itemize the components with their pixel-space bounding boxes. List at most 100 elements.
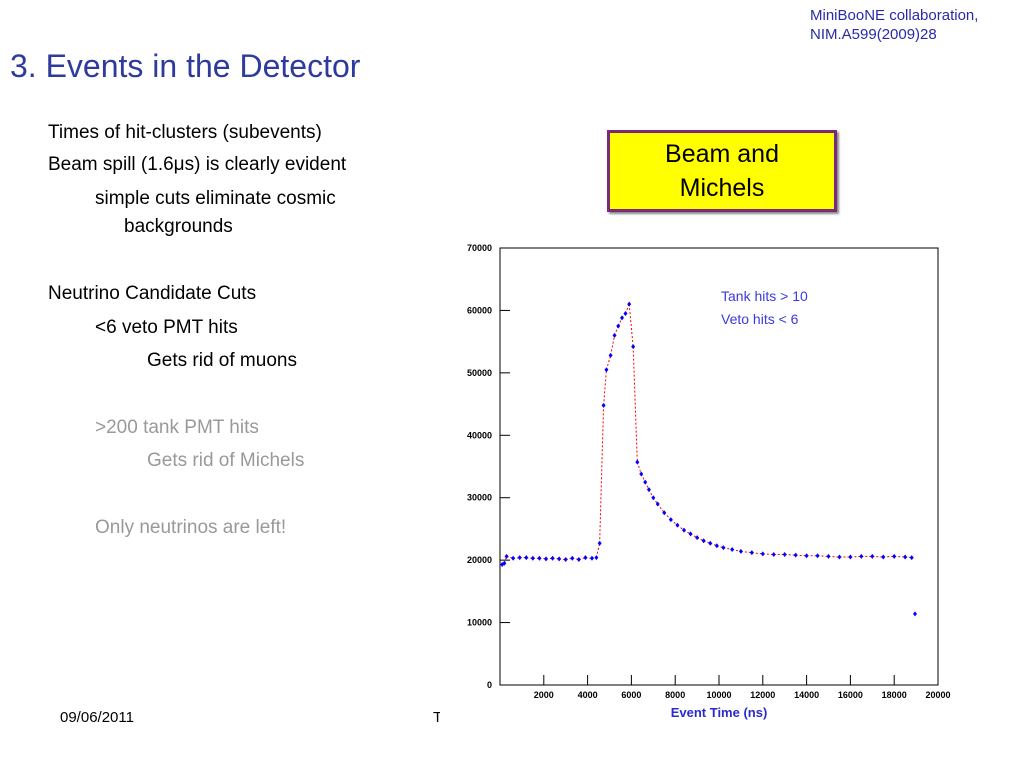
data-point <box>870 553 875 559</box>
data-point <box>881 554 886 560</box>
fit-segment <box>628 304 634 347</box>
fit-segment <box>599 405 605 544</box>
data-point <box>557 556 562 562</box>
x-tick-label: 10000 <box>706 690 731 700</box>
x-axis-label: Event Time (ns) <box>671 705 768 720</box>
data-point <box>502 560 507 566</box>
y-tick-label: 30000 <box>467 493 492 503</box>
data-point <box>714 543 719 549</box>
data-point <box>804 553 809 559</box>
fit-segment <box>595 543 601 558</box>
data-point <box>782 552 787 558</box>
fit-segment <box>603 369 607 406</box>
bullet: Times of hit-clusters (subevents) <box>48 122 322 143</box>
data-point <box>589 555 594 561</box>
data-point <box>530 555 535 561</box>
data-point <box>655 501 660 507</box>
data-point <box>550 555 555 561</box>
bullet: Neutrino Candidate Cuts <box>48 283 257 304</box>
data-point <box>730 547 735 553</box>
data-point <box>738 548 743 554</box>
bullet: Gets rid of Michels <box>147 450 305 471</box>
data-point <box>543 556 548 562</box>
data-point <box>570 555 575 561</box>
citation: NIM.A599(2009)28 <box>810 26 937 43</box>
data-point <box>619 315 624 321</box>
data-point <box>815 553 820 559</box>
citation: MiniBooNE collaboration, <box>810 7 979 24</box>
y-tick-label: 50000 <box>467 368 492 378</box>
bullet: >200 tank PMT hits <box>95 417 259 438</box>
data-point <box>892 553 897 559</box>
y-tick-label: 60000 <box>467 305 492 315</box>
data-point <box>517 555 522 561</box>
footer-date: 09/06/2011 <box>60 709 134 726</box>
data-point <box>583 555 588 561</box>
x-tick-label: 20000 <box>925 690 950 700</box>
y-tick-label: 10000 <box>467 618 492 628</box>
data-point <box>668 517 673 523</box>
y-tick-label: 20000 <box>467 555 492 565</box>
data-point <box>688 531 693 537</box>
data-point <box>646 487 651 493</box>
data-point <box>721 545 726 551</box>
callout-text: Beam and Michels <box>665 140 779 202</box>
fit-segment <box>657 503 665 513</box>
x-tick-label: 2000 <box>534 690 554 700</box>
data-point <box>608 352 613 358</box>
data-point <box>695 535 700 541</box>
data-point <box>651 495 656 501</box>
slide-title: 3. Events in the Detector <box>10 48 361 84</box>
data-point <box>601 402 606 408</box>
bullet: simple cuts eliminate cosmic backgrounds <box>95 188 336 237</box>
bullet: <6 veto PMT hits <box>95 317 238 338</box>
data-point <box>612 332 617 338</box>
data-point <box>826 553 831 559</box>
data-point <box>848 554 853 560</box>
bullet: Gets rid of muons <box>147 350 297 371</box>
x-tick-label: 6000 <box>621 690 641 700</box>
data-point <box>524 555 529 561</box>
chart: Event Time (ns) Tank hits > 10 Veto hits… <box>440 238 970 728</box>
x-tick-label: 16000 <box>838 690 863 700</box>
data-point <box>793 552 798 558</box>
bullet: Beam spill (1.6μs) is clearly evident <box>48 154 347 175</box>
bullet: Only neutrinos are left! <box>95 517 287 538</box>
data-point <box>909 555 914 561</box>
data-point <box>903 554 908 560</box>
annotation: Tank hits > 10 <box>721 288 808 304</box>
fit-segment <box>632 346 638 463</box>
data-point <box>913 611 918 617</box>
data-point <box>760 551 765 557</box>
x-tick-label: 14000 <box>794 690 819 700</box>
x-tick-label: 18000 <box>882 690 907 700</box>
data-point <box>631 344 636 350</box>
data-point <box>681 527 686 533</box>
y-tick-label: 0 <box>487 680 492 690</box>
x-tick-label: 8000 <box>665 690 685 700</box>
y-tick-label: 40000 <box>467 430 492 440</box>
annotation: Veto hits < 6 <box>721 311 799 327</box>
y-tick-label: 70000 <box>467 243 492 253</box>
x-tick-label: 4000 <box>578 690 598 700</box>
fit-segment <box>663 512 672 520</box>
callout-box: Beam and Michels <box>607 130 837 212</box>
data-point <box>576 557 581 563</box>
data-point <box>635 459 640 465</box>
data-point <box>662 510 667 516</box>
data-point <box>771 552 776 558</box>
data-point <box>504 553 509 559</box>
data-point <box>627 301 632 307</box>
data-point <box>537 555 542 561</box>
data-point <box>701 538 706 544</box>
data-point <box>500 562 505 568</box>
data-point <box>708 540 713 546</box>
data-point <box>859 553 864 559</box>
data-point <box>675 522 680 528</box>
data-point <box>597 540 602 546</box>
data-point <box>623 311 628 317</box>
data-point <box>511 555 516 561</box>
fit-segment <box>610 335 616 356</box>
chart-background <box>440 238 970 728</box>
